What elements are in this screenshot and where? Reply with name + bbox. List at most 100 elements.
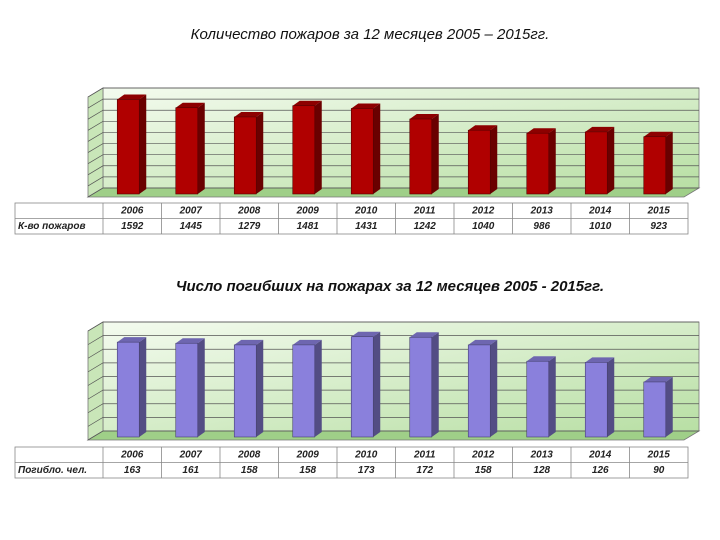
category-label: 2011 [413,205,436,216]
grid-line [87,348,699,359]
bar-side [431,332,439,437]
category-label: 2007 [179,205,203,216]
bar [116,341,140,438]
bar-top [585,126,615,132]
bar-side [197,102,205,194]
category-label: 2012 [471,205,495,216]
bar-side [607,357,615,437]
bar-side [373,103,381,194]
category-label: 2015 [647,449,671,460]
category-label: 2012 [471,449,495,460]
row-label: К-во пожаров [18,221,86,232]
bar-top [468,339,498,345]
bar [584,362,608,438]
category-label: 2006 [120,449,144,460]
bar-top [175,338,205,344]
bar-side [490,125,498,194]
bar [467,129,491,195]
category-label: 2015 [647,205,671,216]
value-label: 161 [182,465,199,476]
bar [409,336,433,438]
bar-side [256,339,264,437]
grid-line [87,87,699,98]
bar-top [175,102,205,108]
value-label: 1592 [121,221,144,232]
grid-line [87,335,699,345]
bar-side [139,94,147,194]
category-label: 2014 [588,205,612,216]
bar [350,336,374,438]
category-label: 2014 [588,449,612,460]
grid-line [87,165,699,176]
bar [350,108,374,195]
grid-line [87,321,699,332]
bar-side [665,131,673,194]
bar [526,360,550,438]
value-label: 158 [299,465,316,476]
bar-top [409,332,439,338]
value-label: 1431 [355,221,378,232]
chart-title: Количество пожаров за 12 месяцев 2005 – … [191,26,550,43]
grid-line [87,109,699,120]
value-label: 1010 [589,221,612,232]
category-label: 2008 [237,205,261,216]
bar-top [526,356,556,362]
bar-top [117,337,147,343]
value-label: 90 [653,465,665,476]
bar-side [490,339,498,437]
row-label: Погибло. чел. [18,464,87,476]
bar-side [665,376,673,437]
bar [175,107,199,195]
value-label: 158 [241,465,258,476]
category-label: 2009 [296,205,320,216]
bar [116,99,140,195]
bar [584,131,608,195]
bar-top [643,376,673,382]
grid-line [87,187,699,198]
bar-top [292,339,322,345]
bar-top [234,111,264,117]
bar [643,136,667,195]
chart-title: Число погибших на пожарах за 12 месяцев … [176,278,604,295]
bar-top [351,331,381,337]
grid-line [87,403,699,414]
bar-top [351,103,381,109]
bar-side [373,331,381,437]
category-label: 2013 [530,449,554,460]
bar-top [292,100,322,106]
bar-side [607,126,615,194]
bar-side [431,114,439,194]
bar [643,381,667,438]
grid-line [87,362,699,373]
bar-side [314,100,322,194]
value-label: 158 [475,465,492,476]
value-label: 923 [650,221,667,232]
value-label: 1242 [414,221,437,232]
value-label: 163 [124,465,141,476]
grid-line [87,143,699,153]
grid-line [87,417,699,427]
category-label: 2010 [354,449,378,460]
bar [467,344,491,438]
bar-side [548,356,556,437]
bar-top [526,128,556,134]
grid-line [87,154,699,164]
bar-top [468,125,498,131]
category-label: 2006 [120,205,144,216]
bar-side [548,128,556,194]
bar-top [585,357,615,363]
value-label: 986 [533,221,550,232]
value-label: 172 [416,465,433,476]
category-label: 2009 [296,449,320,460]
bar [233,344,257,438]
bar-side [256,111,264,194]
bar-top [643,131,673,137]
bar [233,116,257,195]
side-wall [87,87,104,198]
bar [292,105,316,195]
grid-line [87,176,699,187]
value-label: 126 [592,465,609,476]
value-label: 173 [358,465,375,476]
value-label: 1481 [297,221,320,232]
